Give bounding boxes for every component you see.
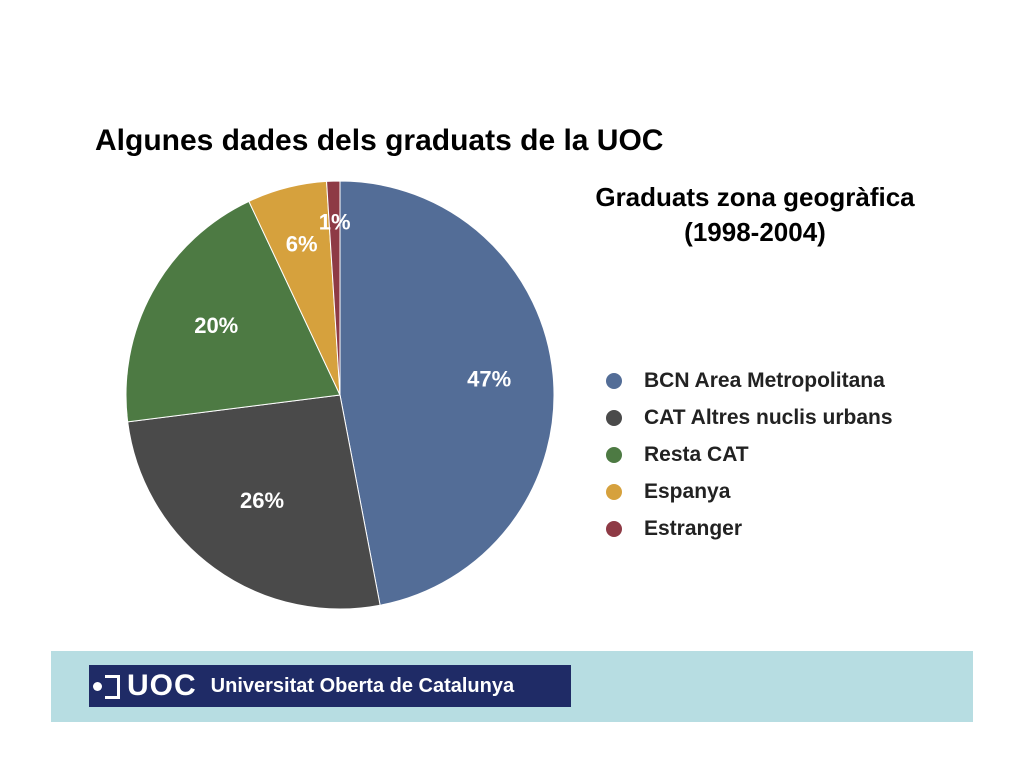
- pie-slice: [125, 200, 341, 423]
- legend-swatch: [606, 409, 622, 426]
- legend-label: Resta CAT: [644, 442, 749, 466]
- legend-item: Espanya: [606, 473, 893, 510]
- chart-subtitle-text: (1998-2004): [684, 217, 826, 247]
- legend-item: Estranger: [606, 510, 893, 547]
- chart-legend: BCN Area Metropolitana CAT Altres nuclis…: [606, 362, 893, 547]
- slide-title: Algunes dades dels graduats de la UOC: [95, 124, 664, 157]
- legend-label: Estranger: [644, 516, 743, 540]
- pie-chart: 47% 26% 20% 6%1%: [125, 180, 555, 610]
- legend-item: BCN Area Metropolitana: [606, 362, 893, 399]
- chart-title: Graduats zona geogràfica (1998-2004): [540, 180, 970, 250]
- legend-swatch: [606, 446, 622, 463]
- pie-slice: [127, 394, 381, 610]
- legend-item: CAT Altres nuclis urbans: [606, 399, 893, 436]
- pie-slice-label: 26%: [240, 488, 284, 513]
- uoc-logo-icon: [93, 673, 120, 699]
- pie-slice-label: 47%: [467, 367, 511, 392]
- logo-name: Universitat Oberta de Catalunya: [210, 674, 515, 697]
- legend-label: Espanya: [644, 479, 731, 503]
- logo-abbr: UOC: [127, 669, 197, 702]
- chart-title-text: Graduats zona geogràfica: [595, 182, 915, 212]
- uoc-logo[interactable]: UOC Universitat Oberta de Catalunya: [89, 665, 571, 707]
- legend-swatch: [606, 483, 622, 500]
- legend-swatch: [606, 372, 622, 389]
- pie-slice: [339, 180, 555, 606]
- legend-swatch: [606, 520, 622, 537]
- pie-slice-label: 1%: [319, 210, 351, 235]
- legend-item: Resta CAT: [606, 436, 893, 473]
- pie-slice-label: 20%: [194, 313, 238, 338]
- pie-slice-label: 6%: [286, 232, 318, 257]
- pie-slice: [326, 180, 341, 396]
- legend-label: CAT Altres nuclis urbans: [644, 405, 893, 429]
- legend-label: BCN Area Metropolitana: [644, 368, 885, 392]
- footer-band: UOC Universitat Oberta de Catalunya: [51, 651, 973, 722]
